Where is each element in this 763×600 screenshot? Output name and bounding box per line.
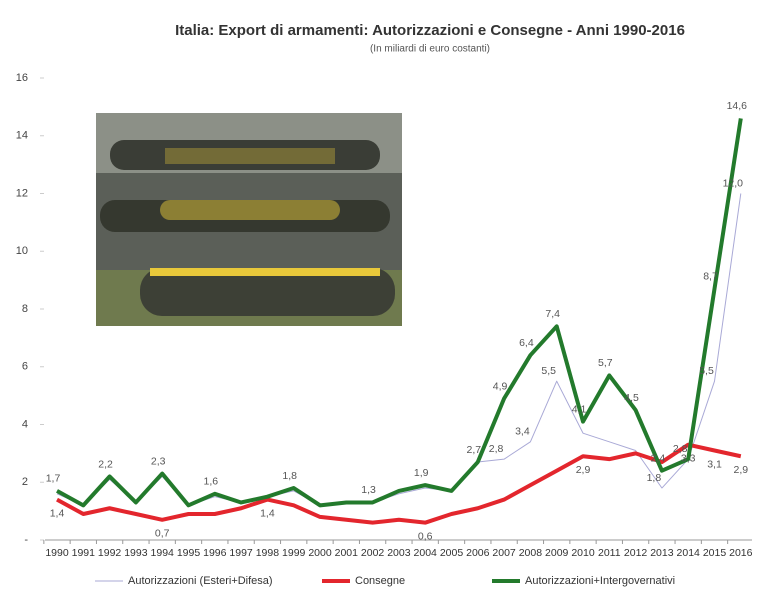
value-label: 1,4	[50, 507, 65, 519]
value-label: 7,4	[545, 308, 560, 320]
y-tick-label: 8	[22, 303, 28, 315]
x-tick-label: 2002	[361, 547, 385, 559]
value-label: 0,6	[418, 530, 433, 542]
x-tick-label: 1997	[229, 547, 253, 559]
legend-label: Autorizzazioni (Esteri+Difesa)	[128, 575, 273, 587]
value-label: 2,9	[733, 464, 748, 476]
x-tick-label: 1998	[256, 547, 280, 559]
x-tick-label: 2001	[335, 547, 359, 559]
series-line	[56, 442, 742, 525]
x-tick-label: 2003	[387, 547, 411, 559]
x-tick-label: 1992	[98, 547, 122, 559]
x-tick-label: 2006	[466, 547, 490, 559]
x-tick-label: 2014	[677, 547, 701, 559]
value-label: 4,5	[624, 392, 639, 404]
x-tick-label: 2010	[571, 547, 595, 559]
value-label: 2,8	[673, 443, 688, 455]
y-tick-label: 14	[16, 130, 28, 142]
value-label: 2,4	[651, 452, 666, 464]
x-tick-label: 1995	[177, 547, 201, 559]
y-tick-label: 2	[22, 476, 28, 488]
value-label: 4,9	[493, 380, 508, 392]
x-tick-label: 2008	[519, 547, 543, 559]
y-tick-label: 4	[22, 418, 28, 430]
legend-label: Autorizzazioni+Intergovernativi	[525, 575, 675, 587]
value-label: 2,8	[489, 443, 504, 455]
legend-label: Consegne	[355, 575, 405, 587]
x-tick-label: 1994	[151, 547, 175, 559]
x-tick-label: 2015	[703, 547, 727, 559]
value-label: 0,7	[155, 528, 170, 540]
x-tick-label: 2005	[440, 547, 464, 559]
chart-title: Italia: Export di armamenti: Autorizzazi…	[175, 22, 685, 39]
y-tick-label: 6	[22, 361, 28, 373]
x-tick-label: 2011	[598, 547, 621, 559]
value-label: 5,5	[699, 365, 714, 377]
value-label: 1,3	[361, 484, 376, 496]
value-label: 3,3	[681, 452, 696, 464]
value-label: 1,8	[647, 472, 662, 484]
value-label: 2,9	[576, 464, 591, 476]
value-label: 6,4	[519, 337, 534, 349]
value-label: 2,3	[151, 455, 166, 467]
value-label: 14,6	[727, 100, 748, 112]
value-label: 8,7	[703, 271, 718, 283]
x-tick-label: 1991	[72, 547, 96, 559]
x-tick-label: 2004	[414, 547, 438, 559]
series-line	[56, 118, 743, 508]
value-label: 1,8	[282, 470, 297, 482]
value-label: 1,7	[46, 473, 61, 485]
x-tick-label: 2009	[545, 547, 569, 559]
value-label: 3,1	[707, 458, 722, 470]
x-tick-label: 1993	[124, 547, 148, 559]
value-label: 2,7	[466, 444, 481, 456]
value-label: 12,0	[723, 177, 744, 189]
value-label: 1,6	[203, 476, 218, 488]
y-tick-label: -	[24, 534, 28, 546]
y-tick-label: 16	[16, 72, 28, 84]
y-tick-label: 10	[16, 245, 28, 257]
value-label: 5,7	[598, 357, 613, 369]
value-label: 5,5	[541, 365, 556, 377]
value-label: 1,4	[260, 507, 275, 519]
x-tick-label: 2012	[624, 547, 648, 559]
x-tick-label: 2000	[308, 547, 332, 559]
x-tick-label: 2016	[729, 547, 753, 559]
x-tick-label: 1996	[203, 547, 227, 559]
value-label: 1,9	[414, 467, 429, 479]
x-tick-label: 2007	[492, 547, 516, 559]
x-tick-label: 2013	[650, 547, 674, 559]
y-tick-label: 12	[16, 187, 28, 199]
value-label: 4,1	[572, 403, 587, 415]
value-label: 2,2	[98, 458, 113, 470]
photo	[96, 113, 402, 326]
x-tick-label: 1990	[45, 547, 69, 559]
value-label: 3,4	[515, 426, 530, 438]
x-tick-label: 1999	[282, 547, 306, 559]
chart-subtitle: (In miliardi di euro costanti)	[370, 44, 490, 55]
